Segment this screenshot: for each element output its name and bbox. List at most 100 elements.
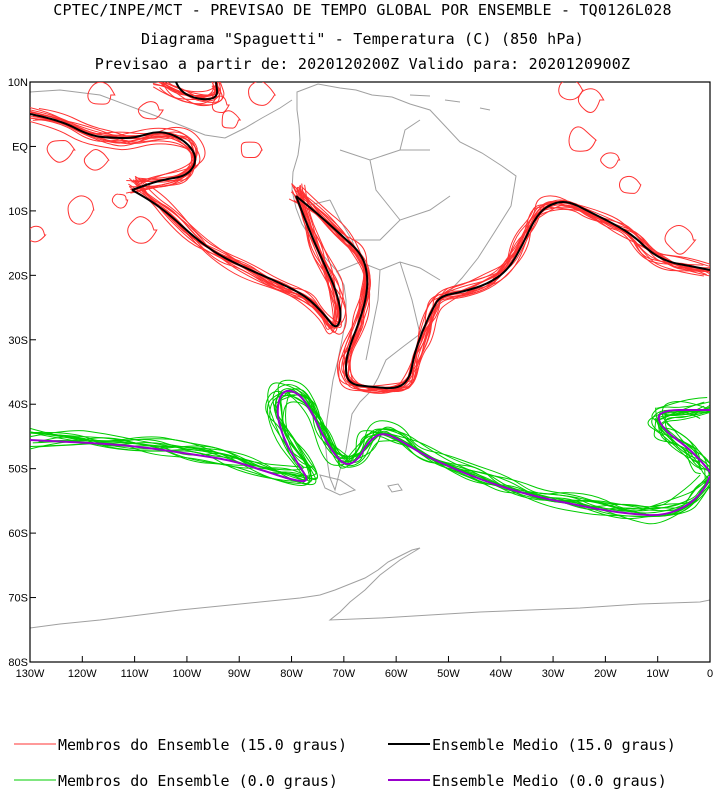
ensemble-member-0c-contour — [38, 388, 710, 517]
ensemble-member-15c-cell — [83, 149, 110, 171]
ensemble-members-0c-layer — [30, 379, 710, 525]
ensemble-mean-0c-layer — [30, 389, 710, 517]
tierra-del-fuego-coastline — [319, 474, 357, 496]
ensemble-member-0c-contour — [38, 391, 710, 509]
ensemble-member-15c-cell — [30, 225, 47, 243]
ensemble-mean-0c-contour — [657, 409, 710, 473]
lat-label: 10S — [8, 206, 28, 218]
ensemble-member-15c-contour — [296, 191, 710, 392]
ensemble-member-0c-contour — [33, 394, 710, 512]
lat-label: 40S — [8, 399, 28, 411]
ensemble-mean-15c-layer — [30, 82, 710, 390]
ensemble-member-15c-contour — [294, 189, 710, 389]
ensemble-member-0c-contour — [657, 410, 710, 472]
ensemble-member-0c-contour — [30, 391, 710, 512]
ensemble-member-15c-cell — [221, 110, 242, 129]
ensemble-member-15c-cell — [211, 95, 230, 114]
caribbean-islands — [409, 94, 491, 111]
ensemble-member-15c-contour — [30, 120, 194, 194]
lat-label: 30S — [8, 335, 28, 347]
ensemble-member-15c-cell — [577, 88, 605, 114]
ensemble-member-0c-contour — [38, 394, 710, 518]
ensemble-member-15c-cell — [568, 126, 598, 152]
lon-label: 50W — [437, 668, 460, 680]
ensemble-member-15c-contour — [134, 175, 344, 328]
ensemble-member-15c-contour — [296, 191, 710, 388]
lat-label: EQ — [12, 141, 28, 153]
lon-label: 10W — [646, 668, 669, 680]
ensemble-member-15c-contour — [298, 188, 706, 392]
ensemble-member-15c-contour — [162, 82, 220, 106]
ensemble-member-15c-contour — [30, 111, 197, 188]
lon-label: 80W — [280, 668, 303, 680]
legend-label-mean-15c: Ensemble Medio (15.0 graus) — [432, 736, 676, 754]
title-line-2: Diagrama "Spaguetti" - Temperatura (C) (… — [140, 30, 585, 48]
ensemble-member-0c-contour — [30, 379, 706, 510]
ensemble-member-0c-contour — [655, 397, 708, 470]
title-line-1: CPTEC/INPE/MCT - PREVISAO DE TEMPO GLOBA… — [53, 1, 672, 19]
ensemble-member-15c-contour — [297, 197, 710, 393]
ensemble-member-15c-cell — [67, 195, 95, 225]
ensemble-member-15c-cell — [618, 175, 642, 194]
central-america-coastline — [30, 89, 293, 139]
ensemble-member-15c-cell — [558, 82, 584, 101]
lon-label: 90W — [228, 668, 251, 680]
ensemble-member-15c-contour — [161, 82, 214, 98]
ensemble-mean-0c-contour — [30, 389, 710, 517]
ensemble-member-15c-contour — [166, 82, 219, 93]
lon-label: 0 — [707, 668, 713, 680]
lat-label: 50S — [8, 464, 28, 476]
ensemble-member-15c-contour — [291, 183, 710, 389]
ensemble-member-15c-contour — [128, 183, 337, 335]
ensemble-member-0c-contour — [665, 405, 710, 465]
ensemble-member-0c-contour — [660, 411, 710, 470]
ensemble-members-15c-layer — [30, 82, 710, 394]
lat-label: 80S — [8, 657, 28, 669]
legend-label-member-15c: Membros do Ensemble (15.0 graus) — [58, 736, 347, 754]
lon-label: 30W — [542, 668, 565, 680]
ensemble-member-15c-contour — [293, 199, 704, 394]
ensemble-member-15c-cell — [600, 152, 621, 169]
ensemble-member-15c-cell — [248, 82, 277, 106]
legend-label-mean-0c: Ensemble Medio (0.0 graus) — [432, 772, 667, 790]
ensemble-member-15c-cell — [137, 101, 164, 120]
ensemble-member-15c-cell — [46, 139, 76, 163]
lat-label: 10N — [8, 77, 28, 89]
ensemble-member-0c-contour — [39, 401, 710, 518]
legend-label-member-0c: Membros do Ensemble (0.0 graus) — [58, 772, 338, 790]
lon-label: 110W — [121, 668, 150, 680]
lon-label: 120W — [68, 668, 97, 680]
ensemble-member-15c-contour — [30, 112, 198, 182]
ensemble-mean-15c-contour — [131, 189, 342, 328]
ensemble-member-0c-contour — [30, 384, 710, 512]
ensemble-mean-15c-contour — [30, 113, 197, 191]
ensemble-member-15c-contour — [30, 114, 196, 181]
legend: Membros do Ensemble (15.0 graus) Ensembl… — [14, 736, 676, 790]
lon-label: 20W — [594, 668, 617, 680]
ensemble-member-15c-cell — [111, 193, 129, 209]
lat-label: 60S — [8, 528, 28, 540]
ensemble-member-15c-contour — [35, 118, 201, 188]
ensemble-member-15c-cell — [87, 82, 116, 105]
lon-label: 40W — [489, 668, 512, 680]
ensemble-mean-15c-contour — [295, 195, 710, 390]
ensemble-member-0c-contour — [30, 388, 710, 520]
ensemble-member-15c-contour — [297, 186, 704, 392]
coastline-layer — [30, 83, 710, 629]
ensemble-member-15c-cell — [664, 225, 697, 255]
lon-label: 100W — [173, 668, 202, 680]
lon-label: 60W — [385, 668, 408, 680]
ensemble-member-15c-contour — [159, 82, 220, 97]
ensemble-member-15c-contour — [30, 116, 197, 184]
falklands-coastline — [387, 483, 403, 493]
map-frame — [29, 81, 711, 663]
ensemble-mean-15c-contour — [175, 82, 219, 101]
lon-label: 130W — [16, 668, 45, 680]
lat-label: 20S — [8, 270, 28, 282]
antarctica-coastline — [30, 547, 710, 629]
lon-label: 70W — [333, 668, 356, 680]
title-line-3: Previsao a partir de: 2020120200Z Valido… — [94, 55, 631, 73]
ensemble-member-0c-contour — [30, 382, 701, 508]
